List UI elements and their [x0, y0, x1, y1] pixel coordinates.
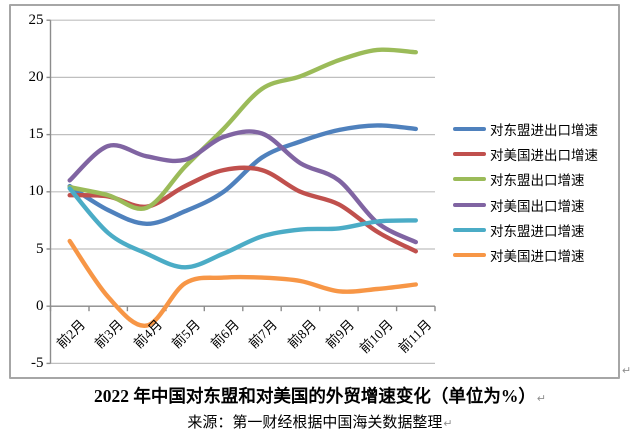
legend-label: 对美国进口增速 [490, 249, 585, 264]
y-axis-label: 5 [36, 240, 44, 257]
chart-caption: 2022 年中国对东盟和对美国的外贸增速变化（单位为%）↵ 来源：第一财经根据中… [0, 383, 640, 436]
y-axis-label: 25 [28, 11, 44, 28]
chart-frame: 对东盟进出口增速 对美国进出口增速 对东盟出口增速 对美国出口增速 对东盟进口增速 对美国… [9, 4, 620, 379]
chart-title-text: 2022 年中国对东盟和对美国的外贸增速变化（单位为%） [93, 386, 536, 406]
series-line-5 [67, 238, 418, 328]
y-axis-label: 10 [28, 183, 44, 200]
legend-label: 对东盟进出口增速 [490, 123, 598, 138]
paragraph-mark: ↵ [443, 418, 453, 430]
legend-line-swatch [453, 127, 486, 131]
legend-line-swatch [453, 202, 486, 207]
legend-label: 对东盟出口增速 [490, 173, 585, 189]
line-chart [46, 19, 436, 365]
legend-item-4: 对东盟进口增速 [453, 221, 585, 239]
y-axis-label: -5 [31, 354, 44, 371]
series-line-0 [67, 123, 418, 227]
paragraph-mark: ↵ [622, 365, 632, 377]
chart-title: 2022 年中国对东盟和对美国的外贸增速变化（单位为%）↵ [0, 383, 640, 412]
legend-line-swatch [453, 152, 486, 157]
y-axis-label: 15 [28, 126, 44, 143]
legend-item-0: 对东盟进出口增速 [453, 120, 598, 138]
legend-label: 对美国出口增速 [490, 198, 585, 214]
series-line-4 [67, 186, 418, 270]
chart-source-text: 来源：第一财经根据中国海关数据整理 [187, 415, 443, 431]
legend-item-1: 对美国进出口增速 [453, 145, 598, 163]
paragraph-mark: ↵ [536, 393, 547, 405]
series-line-2 [67, 47, 418, 211]
legend-label: 对东盟进口增速 [490, 223, 585, 239]
chart-source: 来源：第一财经根据中国海关数据整理↵ [0, 412, 640, 436]
y-axis-label: 0 [36, 297, 44, 314]
series-line-3 [67, 129, 418, 245]
legend-line-swatch [453, 177, 486, 182]
legend-label: 对美国进出口增速 [490, 148, 598, 164]
legend-item-3: 对美国出口增速 [453, 196, 585, 214]
legend-line-swatch [453, 227, 486, 232]
legend-item-2: 对东盟出口增速 [453, 170, 585, 188]
y-axis-label: 20 [28, 68, 44, 85]
legend-line-swatch [453, 253, 486, 257]
legend-item-5: 对美国进口增速 [453, 246, 585, 264]
